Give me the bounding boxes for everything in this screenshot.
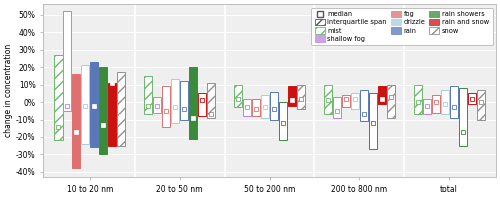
Bar (90, 62, 98, 148)
Bar (261, 95, 269, 118)
Bar (468, 93, 475, 104)
Bar (351, 93, 359, 109)
Bar (162, 86, 170, 127)
Bar (108, 83, 116, 146)
Y-axis label: change in concentration: change in concentration (4, 44, 13, 137)
Bar (422, 99, 430, 114)
Bar (476, 90, 484, 120)
Bar (153, 97, 162, 112)
Bar (440, 90, 448, 114)
Bar (189, 67, 197, 139)
Bar (342, 95, 350, 107)
Bar (118, 72, 126, 146)
Bar (288, 86, 296, 106)
Bar (360, 90, 368, 121)
Legend: median, interquartile span, mist, shallow fog, fog, drizzle, rain, rain showers,: median, interquartile span, mist, shallo… (312, 8, 492, 45)
Bar (450, 86, 458, 118)
Bar (279, 102, 287, 141)
Bar (414, 85, 422, 114)
Bar (64, 11, 72, 111)
Bar (252, 99, 260, 116)
Bar (386, 85, 395, 118)
Bar (333, 97, 341, 118)
Bar (297, 85, 305, 109)
Bar (100, 67, 108, 154)
Bar (144, 76, 152, 114)
Bar (180, 81, 188, 120)
Bar (243, 99, 251, 116)
Bar (324, 85, 332, 114)
Bar (270, 91, 278, 120)
Bar (432, 95, 440, 112)
Bar (369, 93, 377, 149)
Bar (82, 65, 90, 144)
Bar (234, 85, 242, 107)
Bar (458, 88, 466, 146)
Bar (198, 93, 206, 116)
Bar (378, 86, 386, 104)
Bar (207, 83, 215, 118)
Bar (72, 74, 80, 168)
Bar (54, 55, 62, 141)
Bar (171, 79, 179, 123)
